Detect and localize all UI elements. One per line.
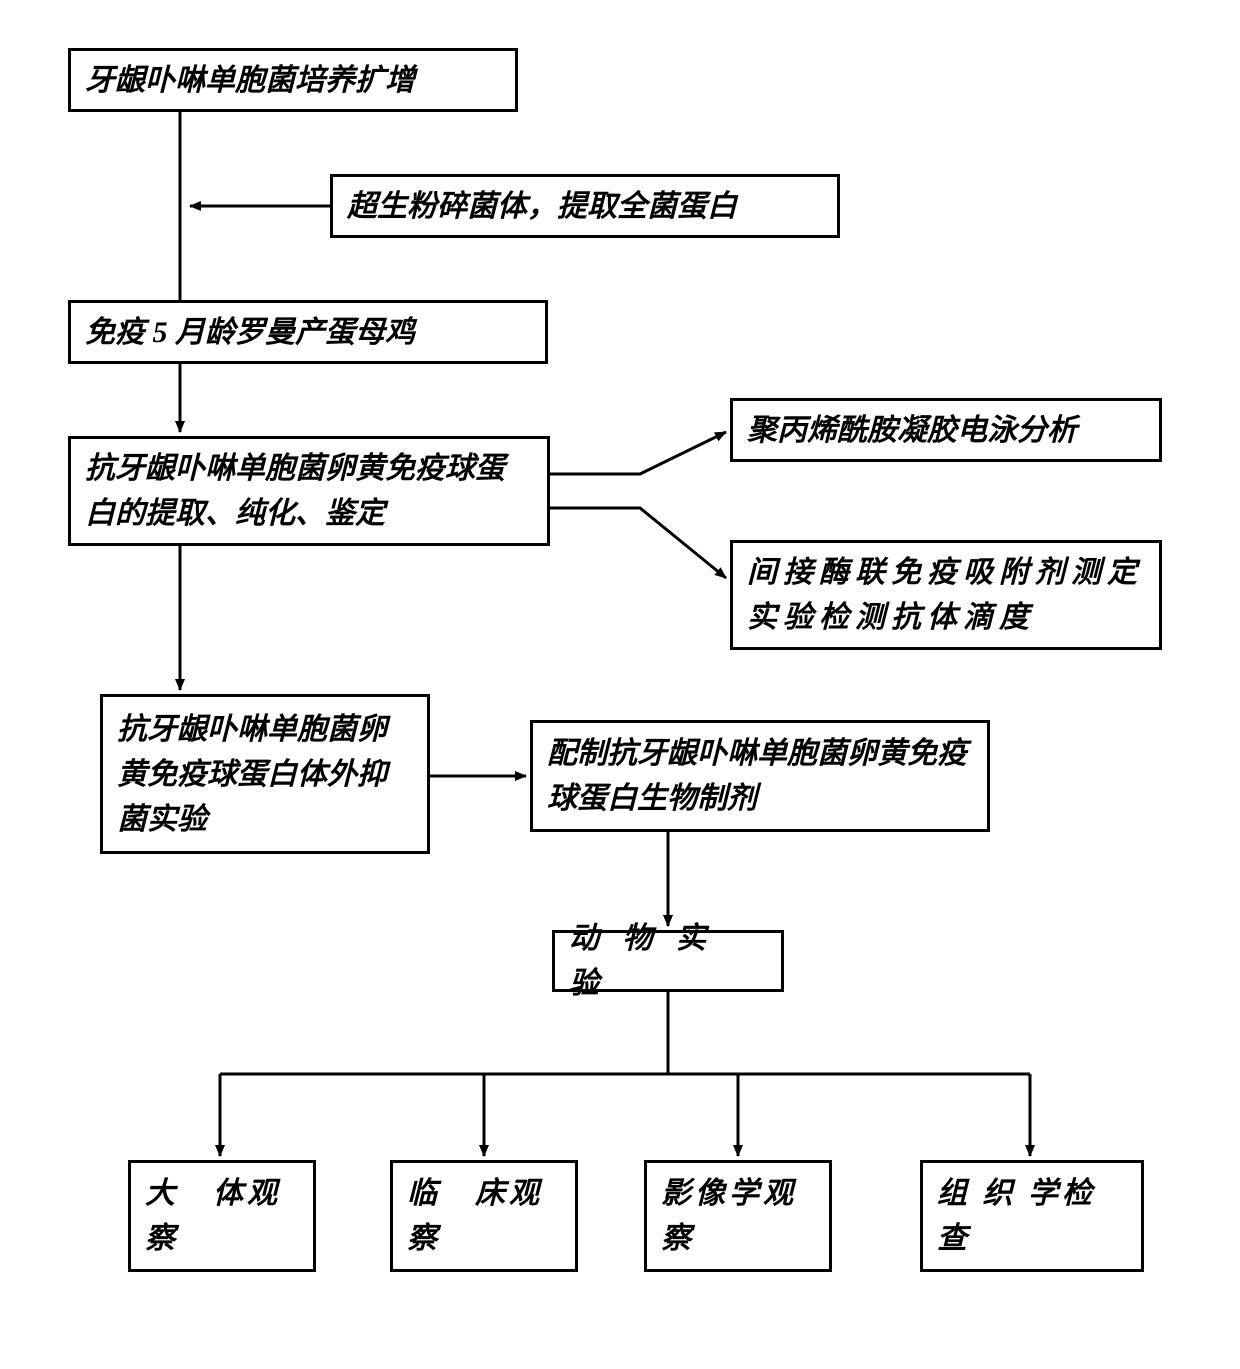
- node-invitro-inhibition: 抗牙龈卟啉单胞菌卵黄免疫球蛋白体外抑菌实验: [100, 694, 430, 854]
- node-page-analysis: 聚丙烯酰胺凝胶电泳分析: [730, 398, 1162, 462]
- node-clinical-obs: 临 床观 察: [390, 1160, 578, 1272]
- node-extract-protein: 超生粉碎菌体，提取全菌蛋白: [330, 174, 840, 238]
- node-gross-obs: 大 体观 察: [128, 1160, 316, 1272]
- node-imaging-obs: 影像学观 察: [644, 1160, 832, 1272]
- node-animal-test: 动 物 实 验: [552, 930, 784, 992]
- node-elisa: 间接酶联免疫吸附剂测定实验检测抗体滴度: [730, 540, 1162, 650]
- node-histology: 组 织 学检 查: [920, 1160, 1144, 1272]
- node-igy-extract: 抗牙龈卟啉单胞菌卵黄免疫球蛋白的提取、纯化、鉴定: [68, 436, 550, 546]
- node-culture: 牙龈卟啉单胞菌培养扩增: [68, 48, 518, 112]
- node-preparation: 配制抗牙龈卟啉单胞菌卵黄免疫球蛋白生物制剂: [530, 720, 990, 832]
- node-immunize-hen: 免疫 5 月龄罗曼产蛋母鸡: [68, 300, 548, 364]
